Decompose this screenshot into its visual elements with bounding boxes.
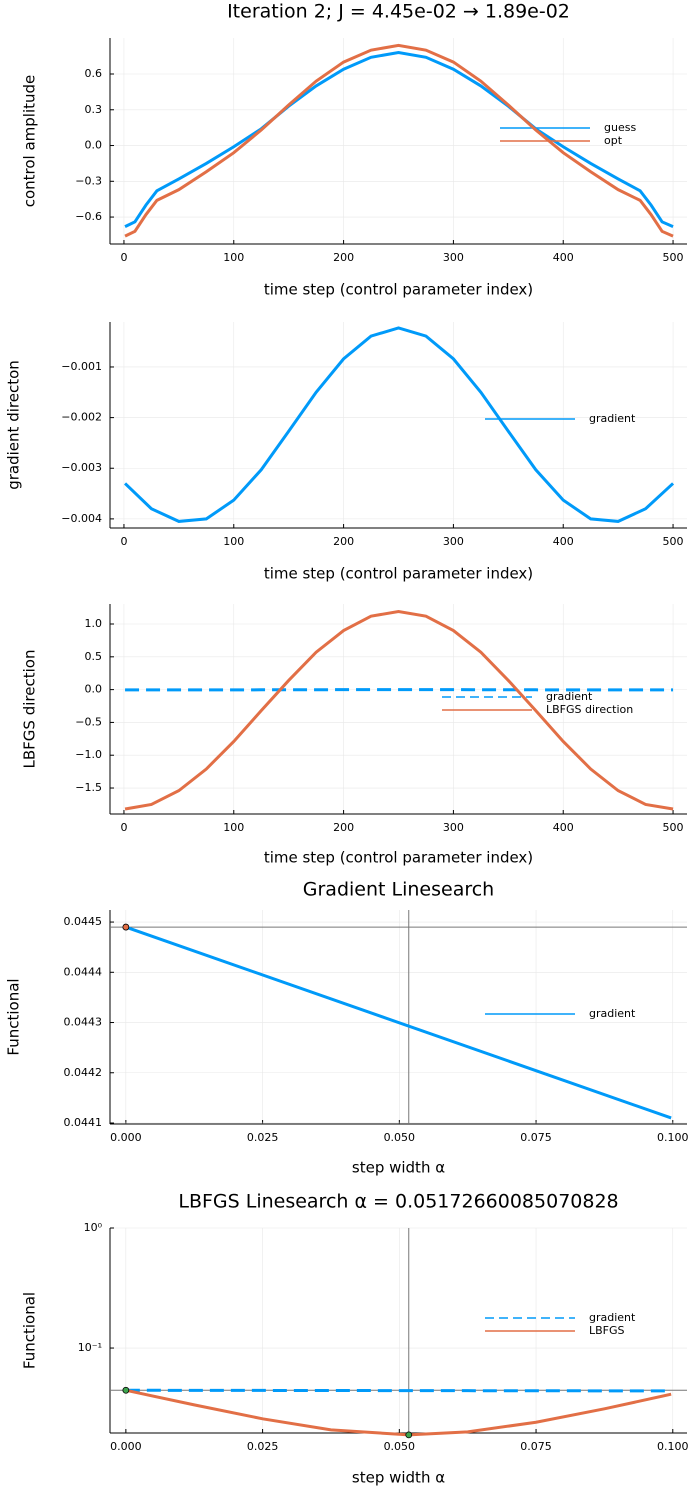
x-tick-label: 0 [120, 821, 127, 834]
series-line [124, 43, 674, 238]
legend-label: LBFGS [589, 1324, 625, 1337]
y-tick-label: 0.5 [85, 650, 103, 663]
x-tick-label: 200 [333, 821, 354, 834]
y-tick-label: −0.002 [61, 411, 102, 424]
x-tick-label: 500 [663, 251, 684, 264]
legend-label: gradient [589, 1007, 636, 1020]
series-line [124, 326, 675, 523]
series-line [124, 610, 674, 811]
x-tick-label: 400 [553, 535, 574, 548]
y-tick-label: 1.0 [85, 617, 103, 630]
x-tick-label: 0.000 [110, 1131, 142, 1144]
y-tick-label: 0.0441 [64, 1116, 103, 1129]
y-tick-label: 0.0 [85, 683, 103, 696]
y-tick-label: 10⁻¹ [78, 1341, 102, 1354]
legend-label: guess [604, 121, 636, 134]
x-axis-label: step width α [352, 1159, 445, 1177]
x-tick-label: 0.050 [384, 1131, 416, 1144]
y-axis-label: Functional [5, 978, 23, 1055]
x-tick-label: 0.100 [657, 1440, 689, 1453]
legend-label: opt [604, 134, 623, 147]
x-tick-label: 400 [553, 821, 574, 834]
x-tick-label: 200 [333, 251, 354, 264]
chart-title: Iteration 2; J = 4.45e-02 → 1.89e-02 [227, 1, 570, 23]
x-tick-label: 0.025 [247, 1440, 279, 1453]
y-tick-label: −0.5 [75, 715, 102, 728]
legend-label: gradient [546, 690, 593, 703]
chart-title: Gradient Linesearch [303, 879, 494, 901]
y-tick-label: −1.5 [75, 781, 102, 794]
x-tick-label: 0.075 [520, 1440, 552, 1453]
x-tick-label: 300 [443, 535, 464, 548]
y-axis-label: control amplitude [21, 75, 39, 208]
y-tick-label: 0.0445 [64, 915, 103, 928]
x-tick-label: 100 [223, 251, 244, 264]
x-tick-label: 400 [553, 251, 574, 264]
y-tick-label: 0.0 [85, 139, 103, 152]
x-tick-label: 0.075 [520, 1131, 552, 1144]
y-axis-label: LBFGS direction [21, 650, 39, 769]
y-tick-label: −0.003 [61, 461, 102, 474]
series-line [124, 51, 674, 228]
y-tick-label: 0.0442 [64, 1066, 103, 1079]
x-axis-label: time step (control parameter index) [264, 281, 533, 299]
x-tick-label: 0 [120, 535, 127, 548]
x-tick-label: 500 [663, 821, 684, 834]
marker [405, 1431, 413, 1439]
x-tick-label: 0.050 [384, 1440, 416, 1453]
x-tick-label: 0 [120, 251, 127, 264]
y-tick-label: −0.001 [61, 360, 102, 373]
x-tick-label: 500 [663, 535, 684, 548]
y-axis-label: gradient directon [5, 360, 23, 490]
y-tick-label: 0.6 [85, 67, 103, 80]
y-tick-label: −0.3 [75, 174, 102, 187]
x-axis-label: time step (control parameter index) [264, 565, 533, 583]
y-tick-label: −1.0 [75, 748, 102, 761]
series-line [125, 1388, 672, 1437]
x-tick-label: 300 [443, 821, 464, 834]
x-tick-label: 100 [223, 535, 244, 548]
y-axis-label: Functional [21, 1292, 39, 1369]
legend-label: gradient [589, 412, 636, 425]
marker [122, 923, 130, 931]
series-line [125, 925, 672, 1120]
y-tick-label: 0.3 [85, 103, 103, 116]
x-axis-label: step width α [352, 1469, 445, 1487]
x-tick-label: 0.100 [657, 1131, 689, 1144]
y-tick-label: −0.6 [75, 210, 102, 223]
x-tick-label: 0.000 [110, 1440, 142, 1453]
y-tick-label: 10⁰ [84, 1221, 103, 1234]
marker [122, 1386, 130, 1394]
x-tick-label: 100 [223, 821, 244, 834]
y-tick-label: 0.0443 [64, 1016, 103, 1029]
x-tick-label: 0.025 [247, 1131, 279, 1144]
x-axis-label: time step (control parameter index) [264, 849, 533, 867]
y-tick-label: 0.0444 [64, 965, 103, 978]
chart-title: LBFGS Linesearch α = 0.05172660085070828 [178, 1191, 618, 1213]
x-tick-label: 300 [443, 251, 464, 264]
legend-label: LBFGS direction [546, 703, 633, 716]
y-tick-label: −0.004 [61, 512, 102, 525]
x-tick-label: 200 [333, 535, 354, 548]
series-line [125, 1388, 672, 1393]
legend-label: gradient [589, 1311, 636, 1324]
